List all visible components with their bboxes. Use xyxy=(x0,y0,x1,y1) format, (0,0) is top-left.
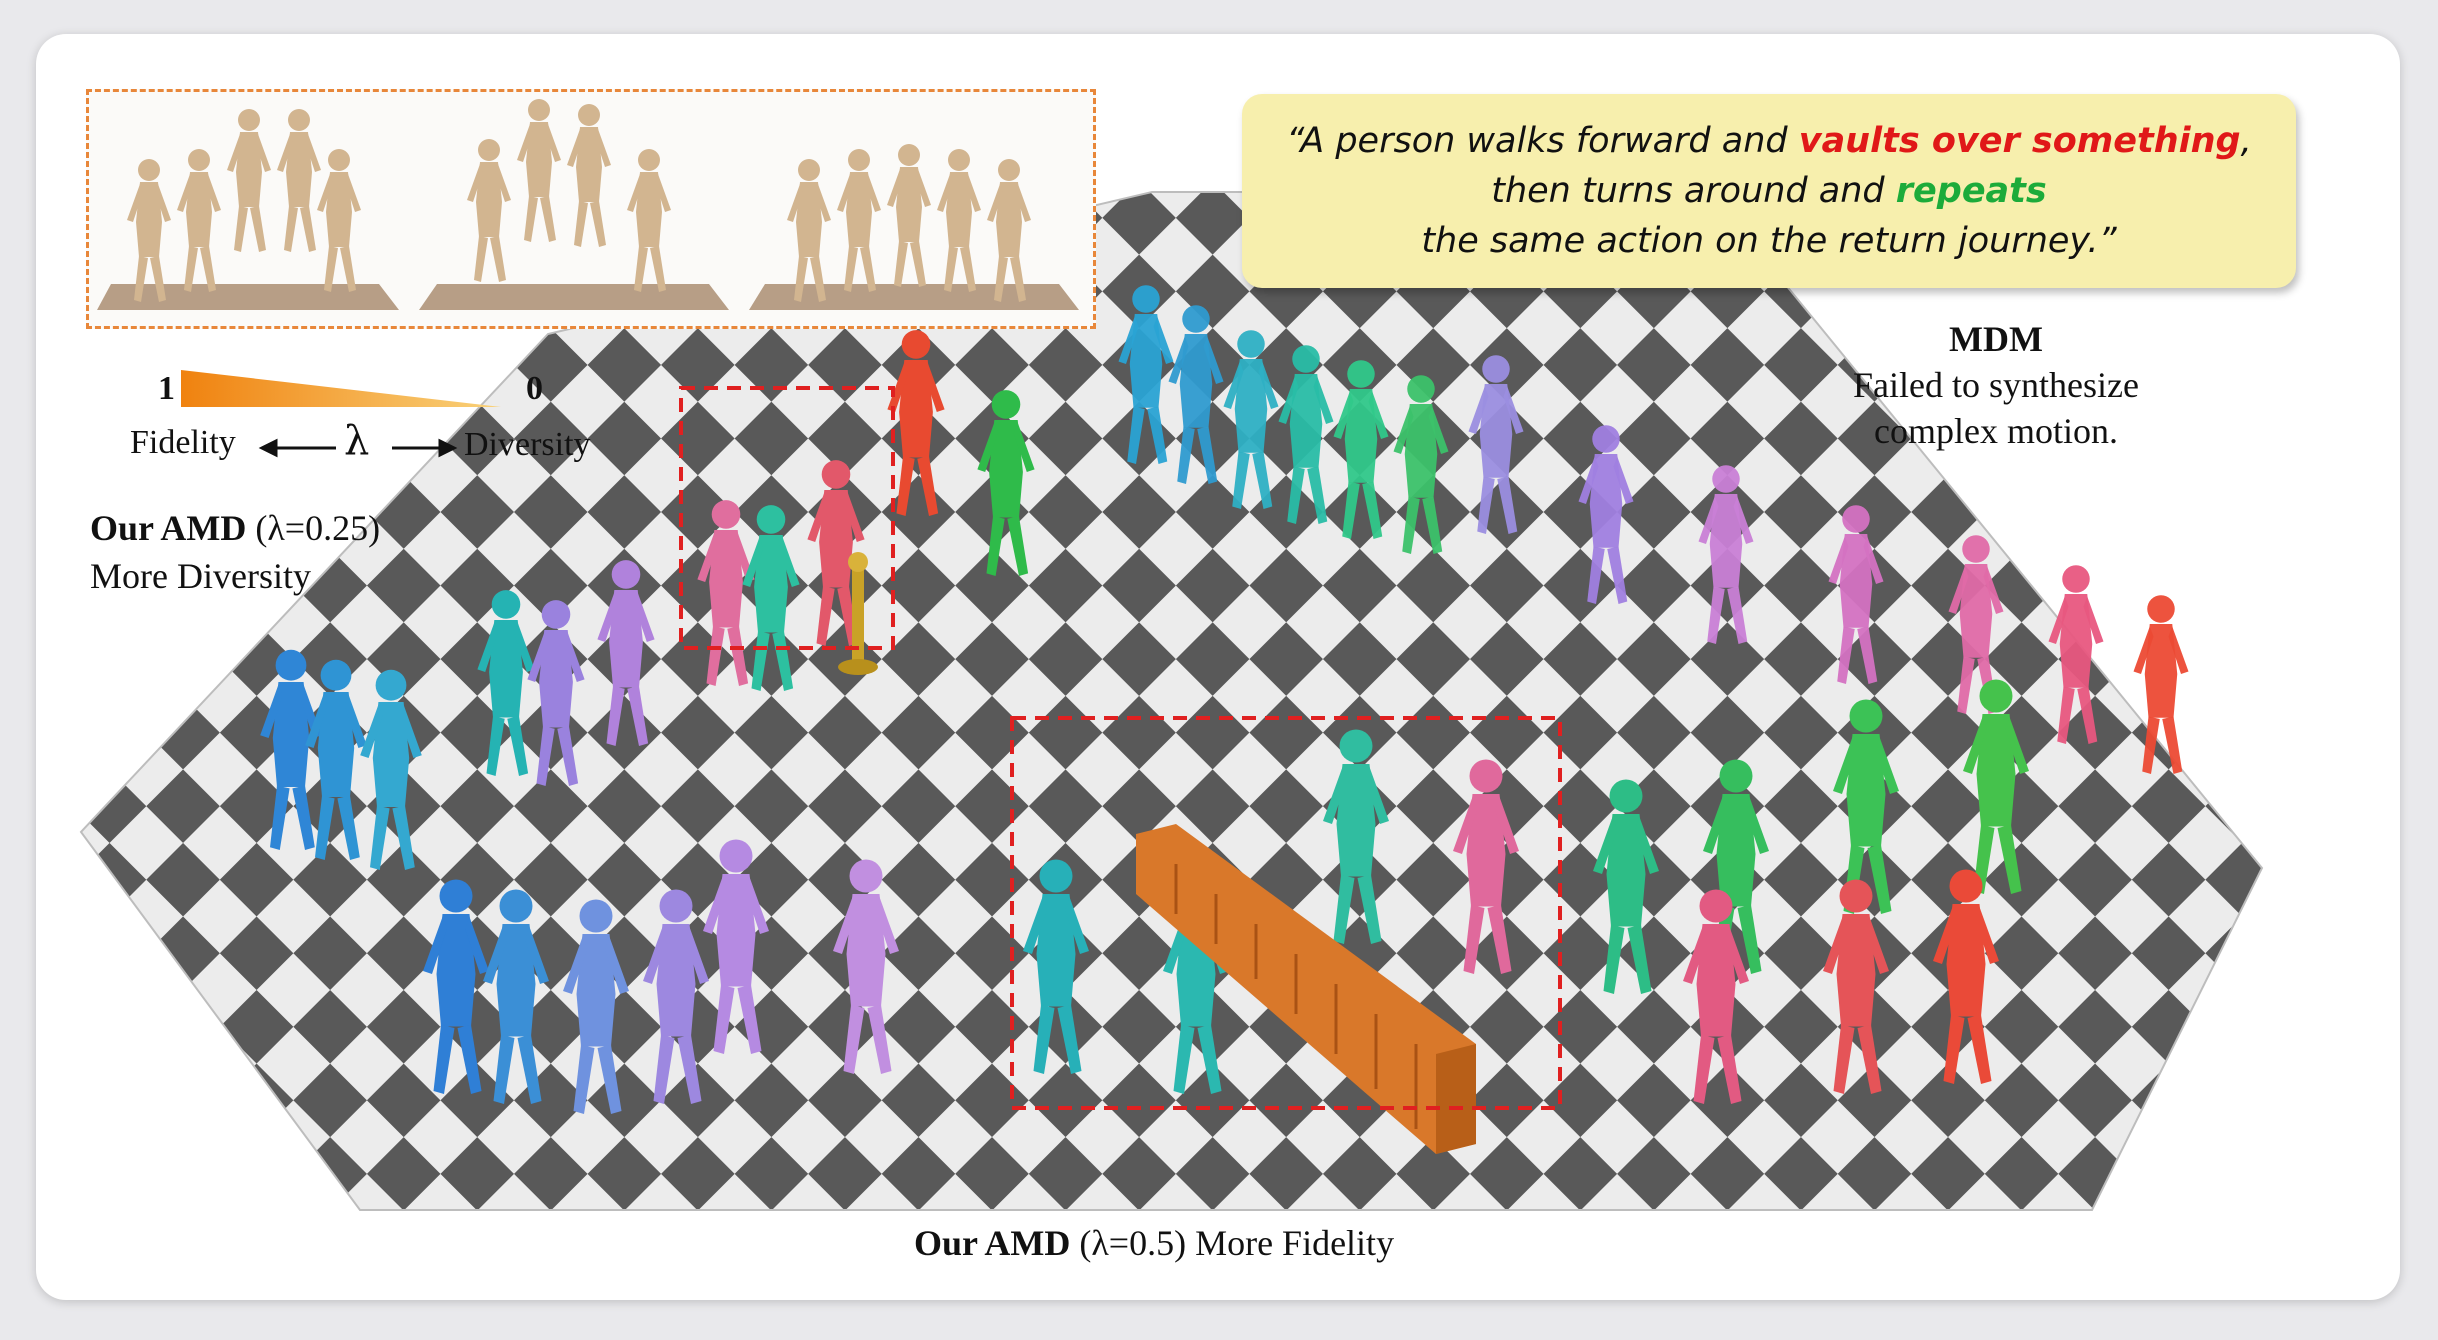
mdm-line-2: complex motion. xyxy=(1874,411,2118,451)
prompt-text: then turns around and xyxy=(1491,171,1896,211)
amd-diversity-label: Our AMD (λ=0.25) More Diversity xyxy=(90,504,380,600)
human-figure-icon xyxy=(567,104,611,247)
mdm-line-1: Failed to synthesize xyxy=(1853,365,2139,405)
human-figure-icon xyxy=(787,159,831,302)
prompt-text: the same action on the return journey.” xyxy=(1421,221,2117,261)
mdm-title: MDM xyxy=(1949,319,2043,359)
prompt-text: “A person walks forward and xyxy=(1286,121,1799,161)
amd-diversity-figures xyxy=(260,330,1035,870)
highlight-box-vault-large xyxy=(1010,716,1562,1110)
text-prompt-box: “A person walks forward and vaults over … xyxy=(1242,94,2296,288)
amd-fidelity-figures xyxy=(423,679,2029,1154)
human-figure-icon xyxy=(317,149,361,292)
scale-left-value: 1 xyxy=(158,370,175,407)
amd-diversity-desc: More Diversity xyxy=(90,556,311,596)
human-figure-icon xyxy=(467,139,511,282)
motion-scene xyxy=(79,191,2264,1211)
fence-icon xyxy=(1136,824,1476,1154)
human-figure-icon xyxy=(987,159,1031,302)
double-arrow-icon xyxy=(258,438,458,458)
amd-fidelity-label: Our AMD (λ=0.5) More Fidelity xyxy=(914,1222,1394,1264)
scale-right-value: 0 xyxy=(526,370,543,407)
scale-lambda-symbol: λ xyxy=(344,418,370,464)
prompt-highlight-vault: vaults over something xyxy=(1798,121,2241,161)
human-figure-icon xyxy=(517,99,561,242)
lambda-examples-inset xyxy=(86,89,1096,329)
lambda-scale-triangle xyxy=(181,370,501,407)
human-figure-icon xyxy=(227,109,271,252)
amd-diversity-name: Our AMD xyxy=(90,508,247,548)
human-figure-icon xyxy=(177,149,221,292)
figure-card: “A person walks forward and vaults over … xyxy=(36,34,2400,1300)
amd-diversity-param: (λ=0.25) xyxy=(255,508,381,548)
human-figure-icon xyxy=(937,149,981,292)
human-figure-icon xyxy=(887,144,931,287)
mdm-label: MDM Failed to synthesize complex motion. xyxy=(1776,316,2216,454)
human-figure-icon xyxy=(627,149,671,292)
amd-fidelity-name: Our AMD xyxy=(914,1223,1071,1263)
stanchion-icon xyxy=(838,552,878,675)
prompt-line-1: “A person walks forward and vaults over … xyxy=(1242,116,2296,166)
prompt-highlight-repeat: repeats xyxy=(1895,171,2047,211)
prompt-line-2: then turns around and repeats xyxy=(1242,166,2296,216)
inset-scenes xyxy=(97,99,1079,310)
prompt-text: , xyxy=(2240,121,2252,161)
human-figure-icon xyxy=(127,159,171,302)
scale-fidelity-label: Fidelity xyxy=(130,424,236,461)
scale-diversity-label: Diversity xyxy=(464,426,591,463)
prompt-line-3: the same action on the return journey.” xyxy=(1242,216,2296,266)
human-figure-icon xyxy=(277,109,321,252)
amd-fidelity-param: (λ=0.5) xyxy=(1079,1223,1187,1263)
highlight-box-vault-small xyxy=(679,386,895,650)
human-figure-icon xyxy=(837,149,881,292)
amd-fidelity-desc: More Fidelity xyxy=(1195,1223,1395,1263)
